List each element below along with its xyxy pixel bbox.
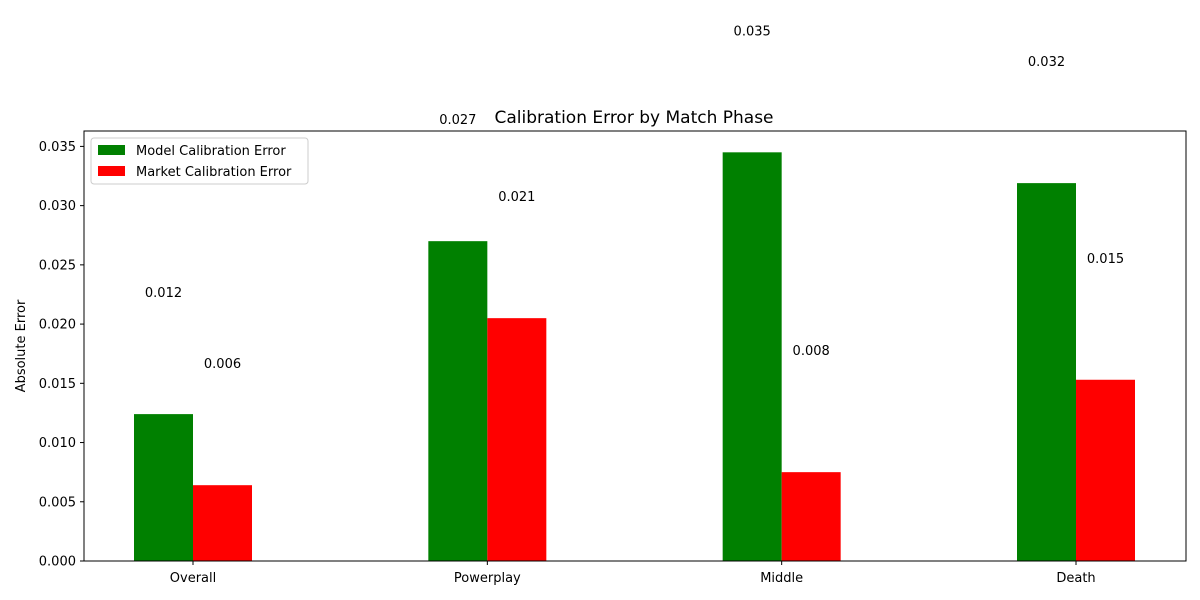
legend: Model Calibration Error Market Calibratio… xyxy=(90,137,309,185)
y-tick-label: 0.035 xyxy=(39,140,76,155)
y-tick-label: 0.025 xyxy=(39,258,76,273)
y-tick-label: 0.000 xyxy=(39,555,76,570)
chart-title: Calibration Error by Match Phase xyxy=(494,108,773,128)
y-axis-label: Absolute Error xyxy=(14,299,29,392)
bar-value-label: 0.008 xyxy=(793,344,830,359)
bar-model-powerplay xyxy=(428,241,488,561)
y-tick-label: 0.020 xyxy=(39,318,76,333)
bar-model-death xyxy=(1017,183,1076,561)
bar-value-label: 0.021 xyxy=(498,190,535,205)
bar-market-powerplay xyxy=(487,318,547,561)
y-tick-label: 0.030 xyxy=(39,199,76,214)
bar-market-death xyxy=(1076,379,1135,561)
x-tick-label: Death xyxy=(1056,571,1095,586)
bar-value-label: 0.027 xyxy=(439,113,476,128)
bar-model-middle xyxy=(722,152,782,561)
legend-box xyxy=(90,137,309,185)
bar-model-overall xyxy=(134,414,193,561)
bar-value-label: 0.012 xyxy=(145,286,182,301)
plot-area-frame xyxy=(83,130,1187,562)
bar-value-label: 0.006 xyxy=(204,357,241,372)
legend-swatch xyxy=(98,166,125,176)
bar-value-label: 0.035 xyxy=(734,24,771,39)
x-tick-label: Powerplay xyxy=(454,571,521,586)
legend-label: Model Calibration Error xyxy=(136,144,286,159)
y-tick-label: 0.015 xyxy=(39,377,76,392)
bar-market-middle xyxy=(781,472,841,561)
bar-market-overall xyxy=(193,485,252,561)
x-tick-label: Middle xyxy=(760,571,803,586)
x-tick-label: Overall xyxy=(170,571,216,586)
legend-swatch xyxy=(98,145,125,155)
y-tick-label: 0.005 xyxy=(39,495,76,510)
y-tick-label: 0.010 xyxy=(39,436,76,451)
legend-label: Market Calibration Error xyxy=(136,165,292,180)
bar-value-label: 0.015 xyxy=(1087,252,1124,267)
bar-value-label: 0.032 xyxy=(1028,55,1065,70)
